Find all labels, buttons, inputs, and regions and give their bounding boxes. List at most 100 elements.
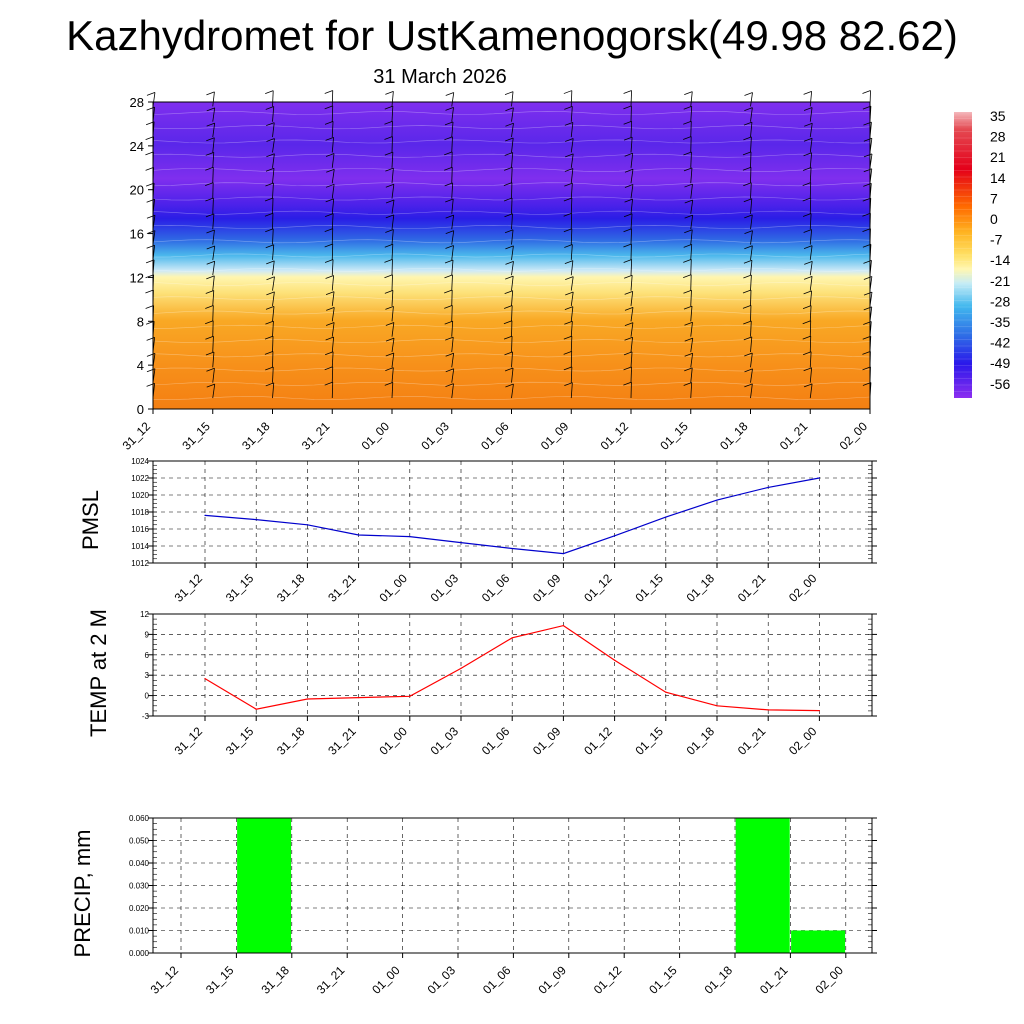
wind-barb [212,384,216,399]
wind-barb-flag [623,228,632,233]
wind-barb [511,367,514,383]
wind-barb [630,337,633,353]
wind-barb-flag [445,368,454,373]
wind-barb-flag [863,153,873,158]
wind-barb-flag [803,367,812,372]
y-tick-label: 1020 [131,491,149,500]
wind-barb [690,353,694,368]
wind-barb-flag [504,367,514,372]
x-tick-label: 01_21 [735,571,769,605]
wind-barb [272,382,275,399]
wind-barb-flag [145,274,154,279]
wind-barb-flag [624,336,633,341]
temp-2m-chart: -3 0 3 6 9 12 31_12 31_15 31_18 31_21 01_00 01_03 01… [86,609,877,758]
wind-barb-flag [684,91,693,95]
wind-barb-flag [743,136,752,141]
series-point [511,637,513,639]
wind-barb [630,259,633,276]
wind-barb-flag [803,290,812,295]
series-point [562,553,565,555]
wind-barb [570,153,574,168]
wind-barb [391,214,395,230]
wind-barb [630,322,634,337]
wind-barb [690,215,694,230]
x-tick-label: 31_15 [223,571,257,605]
y-tick-label: 1022 [131,474,149,483]
wind-barb-flag [803,275,813,280]
wind-barb-flag [623,366,632,371]
wind-barb [750,92,753,107]
wind-barb [750,136,752,153]
wind-barb-flag [205,335,214,340]
wind-barb-flag [744,245,753,250]
wind-barb [690,91,693,107]
wind-barb [630,213,633,230]
x-tick-label: 31_21 [299,419,333,453]
wind-barb [630,169,634,184]
wind-barb-flag [863,137,873,142]
y-tick-label: 4 [137,358,144,373]
wind-barb [272,366,274,383]
wind-barb [391,338,395,353]
wind-barb [750,214,753,230]
wind-barb [272,336,274,352]
x-tick-label: 01_15 [657,419,691,453]
wind-barb [212,123,216,138]
wind-barb [630,228,632,245]
wind-barb-flag [744,92,753,96]
wind-barb-flag [324,366,333,371]
y-tick-label: 1012 [131,559,149,568]
wind-barb [809,305,812,322]
wind-barb-flag [206,137,215,142]
wind-barb-flag [206,260,215,265]
wind-barb [630,275,633,291]
colorbar-label: 35 [990,108,1006,124]
wind-barb [570,276,574,291]
x-tick-label: 02_00 [837,419,871,453]
wind-barb [331,322,335,337]
wind-barb-flag [505,275,514,280]
wind-barb [212,107,216,122]
x-tick-label: 01_03 [428,724,462,758]
series-point [204,678,206,680]
wind-barb-flag [445,92,454,96]
wind-barb-flag [145,136,154,141]
wind-barb-flag [862,351,871,355]
wind-barb [511,197,513,214]
wind-barb-flag [505,107,514,112]
y-tick-label: 0.060 [129,814,150,823]
wind-barb-flag [266,276,275,281]
wind-barb-flag [385,90,394,95]
x-tick-label: 02_00 [786,571,820,605]
wind-barb [212,368,215,383]
wind-barb-flag [564,122,573,126]
wind-barb-flag [384,289,394,294]
wind-barb-flag [683,289,692,294]
series-point [665,516,667,518]
wind-barb-flag [503,197,513,202]
wind-barb-flag [803,107,813,111]
x-tick-label: 31_18 [239,419,273,453]
x-tick-label: 01_06 [479,724,513,758]
wind-barb [331,275,334,291]
wind-barb-flag [265,306,275,310]
wind-barb [451,121,454,138]
wind-barb [391,168,394,184]
series-point [716,499,718,501]
wind-barb-flag [684,337,693,342]
wind-barb-flag [564,182,573,187]
wind-barb [511,336,513,352]
wind-barb [690,152,692,168]
wind-barb-flag [445,214,454,219]
wind-barb [511,107,514,122]
wind-barb-flag [504,166,513,171]
temperature-cross-section: 0 4 8 12 16 20 24 28 31_12 31_15 31_18 31_21 01_00 01… [120,90,873,453]
wind-barb [451,245,454,260]
wind-barb [391,382,394,399]
wind-barb [570,122,574,138]
wind-barb-flag [743,182,752,187]
wind-barb-flag [802,213,812,217]
wind-barb [570,336,573,353]
wind-barb [570,90,573,107]
wind-barb [570,382,573,399]
